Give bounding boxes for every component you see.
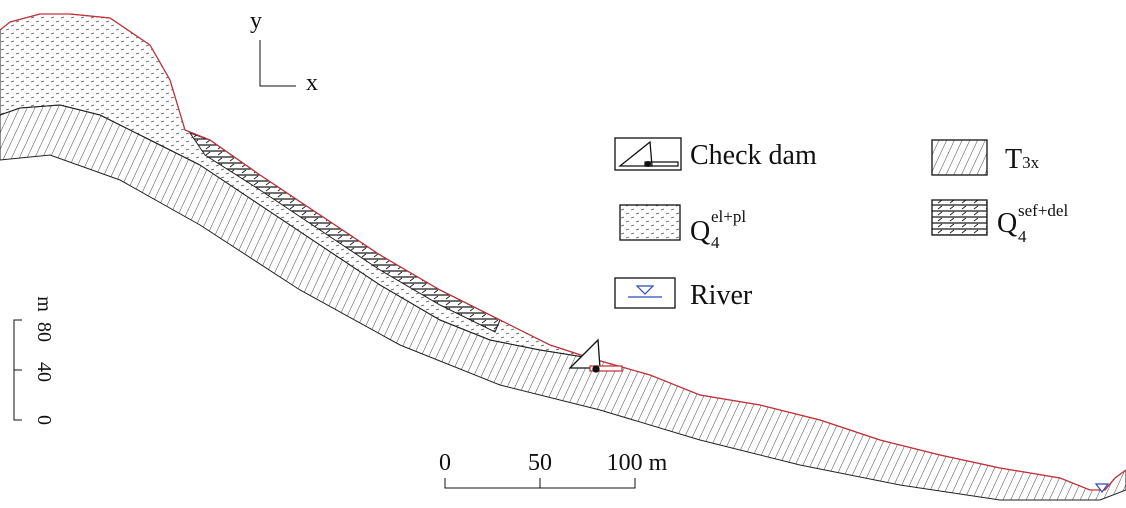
legend-superscript: el+pl <box>711 207 746 226</box>
legend-label: T <box>1005 144 1022 175</box>
legend-swatch <box>931 139 988 176</box>
horizontal-scale: 0 50 100 m <box>439 450 668 489</box>
legend-label: River <box>690 280 753 311</box>
legend: Check dam T3x Q 4 el+pl Q 4 sef+del Rive… <box>614 137 1068 311</box>
legend-label: Q <box>690 216 710 247</box>
scale-label: 40 <box>33 362 55 382</box>
axis-y-label: y <box>250 8 262 34</box>
ground-surface <box>0 13 1126 491</box>
legend-subscript: 4 <box>711 233 720 252</box>
vertical-scale: 0 40 80 m <box>13 296 55 425</box>
check-dam <box>568 338 623 373</box>
river-marker <box>1094 483 1110 493</box>
axis-indicator <box>259 40 296 87</box>
legend-swatch <box>619 204 681 241</box>
scale-label: 0 <box>439 450 451 476</box>
residual-deposit <box>0 13 591 359</box>
scale-label: 100 m <box>607 450 668 476</box>
slope-deposit-hatch <box>190 133 500 332</box>
legend-subscript: 4 <box>1018 227 1027 246</box>
legend-label: T3x <box>1005 144 1040 175</box>
legend-swatch <box>931 199 988 236</box>
scale-unit: m <box>33 296 55 312</box>
legend-subscript: 3x <box>1022 153 1040 172</box>
axis-x-label: x <box>306 70 318 96</box>
legend-label: Check dam <box>690 140 817 171</box>
scale-label: 0 <box>33 415 55 425</box>
legend-superscript: sef+del <box>1018 201 1068 220</box>
legend-label: Q <box>997 208 1017 239</box>
scale-label: 50 <box>528 450 552 476</box>
scale-label: 80 <box>33 322 55 342</box>
